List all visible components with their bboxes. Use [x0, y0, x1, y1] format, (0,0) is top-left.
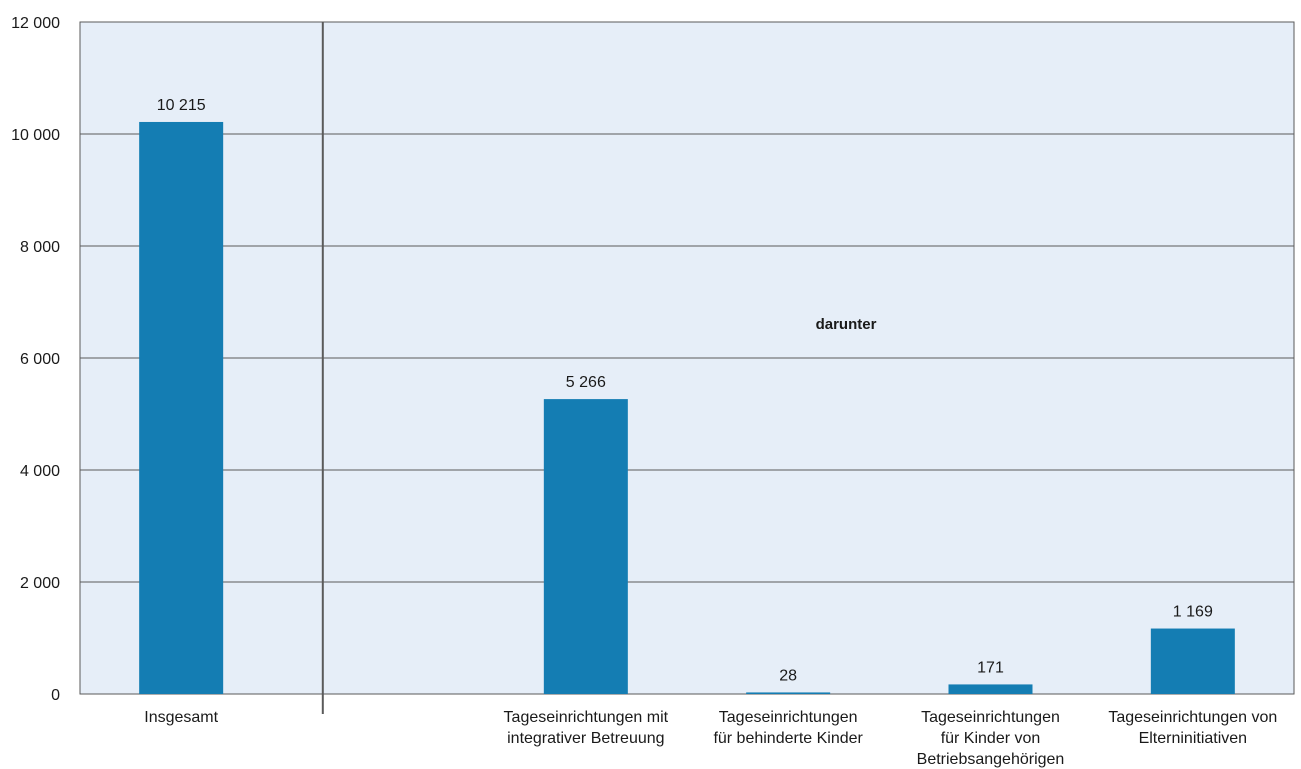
- data-label: 1 169: [1173, 604, 1213, 621]
- y-tick-label: 10 000: [11, 127, 60, 144]
- x-tick-label: für Kinder von: [941, 730, 1041, 747]
- bar: [948, 684, 1033, 694]
- data-labels: 10 215 5 266 28 171 1 169: [157, 97, 1213, 684]
- y-tick-label: 12 000: [11, 15, 60, 32]
- y-tick-label: 4 000: [20, 463, 60, 480]
- x-tick-label: Elterninitiativen: [1139, 730, 1248, 747]
- x-tick-label: Insgesamt: [144, 709, 218, 726]
- x-tick-label: Tageseinrichtungen: [921, 709, 1060, 726]
- y-tick-label: 0: [51, 687, 60, 704]
- x-tick-label: Betriebsangehörigen: [917, 751, 1065, 768]
- category-labels: Insgesamt Tageseinrichtungen mit integrati…: [144, 709, 1277, 768]
- x-tick-label: Tageseinrichtungen: [719, 709, 858, 726]
- x-tick-label: Tageseinrichtungen von: [1108, 709, 1277, 726]
- bar: [543, 399, 628, 694]
- annotation-darunter: darunter: [816, 316, 877, 333]
- x-tick-label: für behinderte Kinder: [713, 730, 863, 747]
- bar: [746, 692, 831, 694]
- x-tick-label: integrativer Betreuung: [507, 730, 664, 747]
- data-label: 10 215: [157, 97, 206, 114]
- bar: [1150, 628, 1235, 694]
- y-axis-ticks: 0 2 000 4 000 6 000 8 000 10 000 12 000: [11, 15, 60, 704]
- gridlines: [80, 21, 1294, 695]
- data-label: 5 266: [566, 374, 606, 391]
- data-label: 28: [779, 667, 797, 684]
- y-tick-label: 2 000: [20, 575, 60, 592]
- y-tick-label: 6 000: [20, 351, 60, 368]
- data-label: 171: [977, 659, 1004, 676]
- bar: [139, 121, 224, 694]
- bars: [139, 121, 1235, 694]
- y-tick-label: 8 000: [20, 239, 60, 256]
- x-tick-label: Tageseinrichtungen mit: [504, 709, 669, 726]
